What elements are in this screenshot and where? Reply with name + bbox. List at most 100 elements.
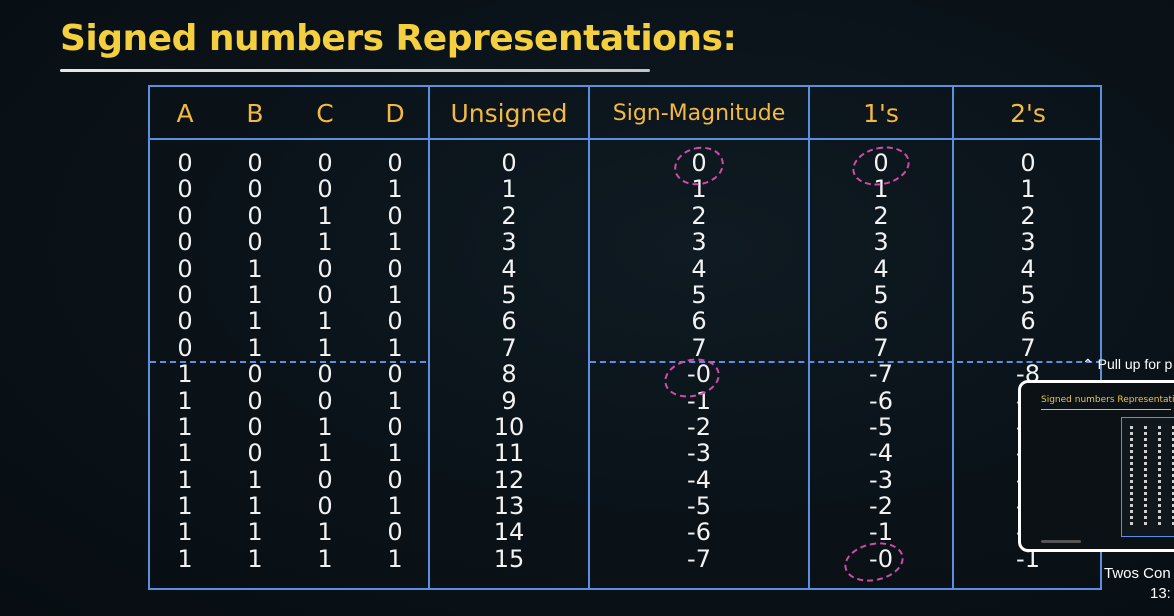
table-cell: 0 [387,518,403,547]
table-cell: 13 [493,492,525,521]
table-cell: 1 [247,280,263,309]
table-cell: 1 [387,333,403,362]
table-cell: 1 [317,333,333,362]
table-cell: 1 [317,307,333,336]
table-cell: 8 [501,360,517,389]
table-cell: 5 [1020,280,1036,309]
table-cell: 1 [501,175,517,204]
table-cell: 10 [493,412,525,441]
table-cell: 1 [387,439,403,468]
table-cell: 5 [501,280,517,309]
table-cell: 14 [493,518,525,547]
table-cell: 5 [873,280,889,309]
thumbnail-underline [1041,409,1171,410]
table-cell: 2 [691,201,707,230]
table-cell: 1 [247,492,263,521]
table-cell: -4 [869,439,893,468]
table-cell: 0 [691,149,707,177]
table-cell: 0 [247,175,263,204]
table-cell: 1 [247,465,263,494]
table-cell: 1 [873,175,889,204]
table-cell: 1 [387,492,403,521]
table-cell: 0 [387,307,403,336]
table-cell: 0 [317,254,333,283]
table-cell: 1 [1020,175,1036,204]
thumbnail-progress-bar [1041,540,1081,543]
table-cell: 0 [177,254,193,283]
table-cell: 0 [247,201,263,230]
column-divider [952,87,954,588]
thumbnail-table-preview [1121,417,1174,537]
table-cell: 1 [177,360,193,389]
table-cell: 0 [317,360,333,389]
table-cell: 1 [317,518,333,547]
header-a: A [176,99,194,128]
table-cell: 0 [317,492,333,521]
table-cell: 0 [387,254,403,283]
mini-player-title[interactable]: Twos Con [1104,565,1171,582]
table-cell: 0 [501,149,517,177]
table-cell: 3 [1020,228,1036,257]
table-cell: 6 [691,307,707,336]
table-cell: -5 [687,492,711,521]
table-cell: 4 [501,254,517,283]
header-b: B [246,99,264,128]
table-cell: 1 [177,386,193,415]
table-cell: 1 [317,201,333,230]
table-cell: 7 [1020,333,1036,362]
table-cell: 1 [177,518,193,547]
table-cell: 0 [317,280,333,309]
table-cell: 0 [317,149,333,177]
table-cell: 0 [387,412,403,441]
table-cell: -1 [869,518,893,547]
table-cell: 0 [177,228,193,257]
table-cell: 1 [247,518,263,547]
table-cell: -4 [687,465,711,494]
table-cell: 0 [247,360,263,389]
header-d: D [385,99,405,128]
table-cell: 1 [387,544,403,573]
table-cell: 0 [247,149,263,177]
title-underline [60,69,650,72]
table-cell: 1 [317,439,333,468]
column-divider [428,87,430,588]
table-cell: 1 [177,465,193,494]
table-cell: 0 [247,228,263,257]
table-cell: 0 [177,307,193,336]
table-cell: 4 [1020,254,1036,283]
table-cell: -7 [687,544,711,573]
table-cell: 2 [501,201,517,230]
mini-player-thumbnail[interactable]: Signed numbers Representations: [1018,380,1174,552]
table-cell: 1 [691,175,707,204]
table-cell: 1 [317,544,333,573]
representation-table: A B C D Unsigned Sign-Magnitude 1's 2's … [148,85,1102,590]
table-cell: 7 [501,333,517,362]
table-cell: 0 [177,280,193,309]
pull-up-hint[interactable]: ⌃ Pull up for p [1082,356,1173,372]
table-cell: 11 [493,439,525,468]
pull-up-label: Pull up for p [1097,356,1173,372]
table-cell: -1 [1016,544,1040,573]
table-cell: -1 [687,386,711,415]
table-cell: -2 [687,412,711,441]
table-cell: 0 [247,386,263,415]
table-cell: 0 [177,149,193,177]
table-cell: 3 [501,228,517,257]
table-cell: 0 [387,360,403,389]
table-cell: -0 [869,544,893,573]
table-cell: 9 [501,386,517,415]
half-divider-right [590,361,1102,363]
table-cell: 3 [873,228,889,257]
table-cell: 12 [493,465,525,494]
table-cell: 1 [247,333,263,362]
column-divider [588,87,590,588]
thumbnail-title: Signed numbers Representations: [1041,395,1174,405]
header-unsigned: Unsigned [450,99,568,128]
table-cell: -3 [869,465,893,494]
table-cell: 1 [387,386,403,415]
header-divider [150,138,1100,140]
table-cell: 0 [177,201,193,230]
